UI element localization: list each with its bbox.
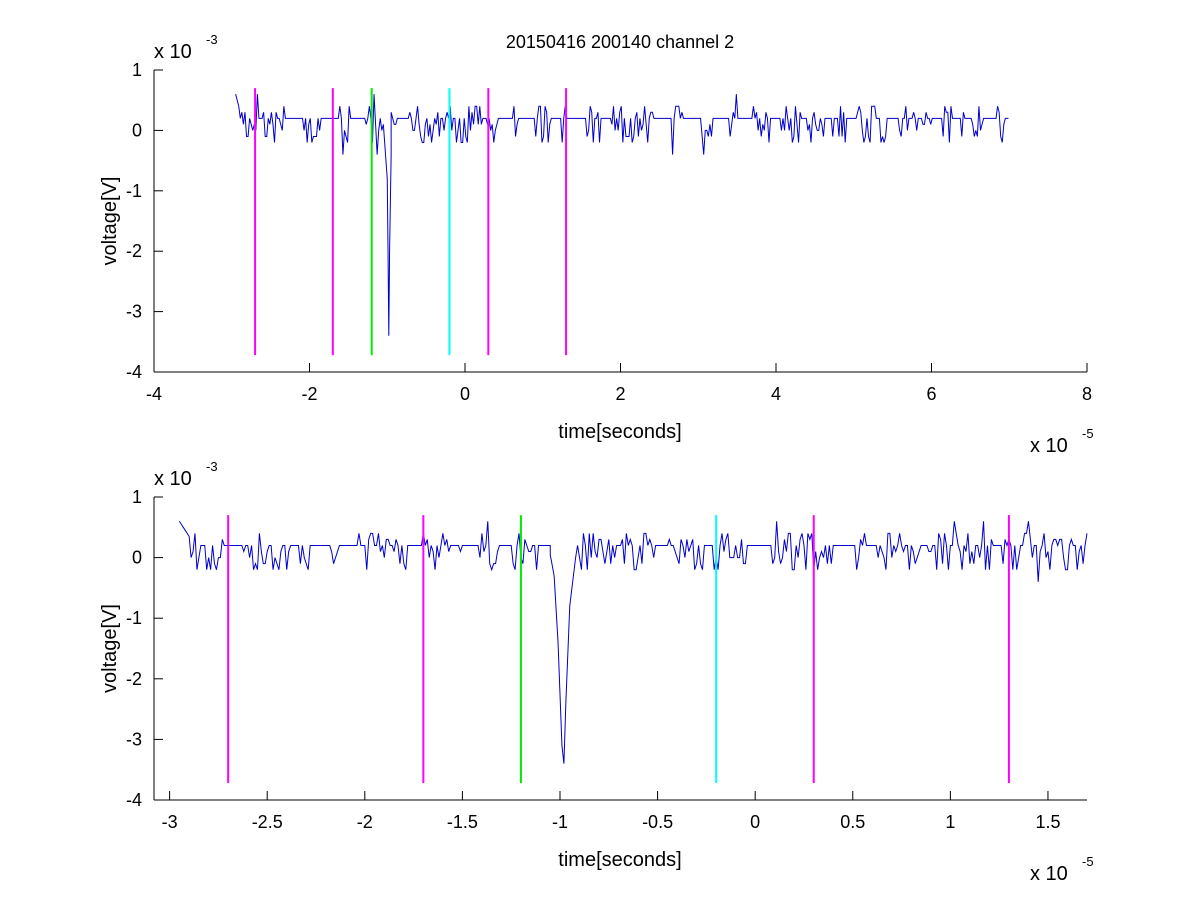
zoom-x-tick-label: -2 <box>357 812 373 832</box>
zoom-y-tick-label: 1 <box>132 487 142 507</box>
zoom-x-multiplier-exponent: -5 <box>1082 854 1094 869</box>
zoom-x-tick-label: -2.5 <box>252 812 283 832</box>
zoom-x-tick-label: -3 <box>162 812 178 832</box>
overview-y-tick-label: -4 <box>126 362 142 382</box>
zoom-x-tick-label: 0 <box>750 812 760 832</box>
overview-x-tick-label: 6 <box>926 384 936 404</box>
zoom-x-tick-label: 1 <box>945 812 955 832</box>
overview-signal-line <box>235 94 1009 336</box>
overview-y-tick-label: -1 <box>126 181 142 201</box>
zoom-y-tick-label: -2 <box>126 669 142 689</box>
zoom-x-tick-label: 0.5 <box>840 812 865 832</box>
zoom-y-tick-label: -4 <box>126 790 142 810</box>
overview-x-tick-label: -4 <box>146 384 162 404</box>
overview-x-multiplier: x 10 <box>1030 435 1068 457</box>
zoom-y-label: voltage[V] <box>99 604 121 693</box>
zoom-y-tick-label: 0 <box>132 548 142 568</box>
overview-y-tick-label: -3 <box>126 302 142 322</box>
overview-x-tick-label: 4 <box>771 384 781 404</box>
zoom-x-multiplier: x 10 <box>1030 863 1068 885</box>
overview-y-tick-label: -2 <box>126 241 142 261</box>
overview-x-tick-label: 2 <box>615 384 625 404</box>
figure-title: 20150416 200140 channel 2 <box>506 32 734 52</box>
zoom-signal-line <box>178 520 1088 764</box>
zoom-y-tick-label: -1 <box>126 608 142 628</box>
zoom-y-tick-label: -3 <box>126 729 142 749</box>
overview-y-tick-label: 0 <box>132 120 142 140</box>
zoom-x-label: time[seconds] <box>558 849 681 871</box>
zoom-x-tick-label: -1.5 <box>447 812 478 832</box>
zoom-x-tick-label: -0.5 <box>642 812 673 832</box>
zoom-axes: -3 -2.5 -2 -1.5 -1 -0.5 0 0.5 1 1.5 -4 -3 -2 -1 0 1 time… <box>99 459 1094 885</box>
zoom-x-tick-label: -1 <box>552 812 568 832</box>
overview-x-label: time[seconds] <box>558 421 681 443</box>
overview-y-multiplier: x 10 <box>154 41 192 63</box>
overview-x-tick-label: 0 <box>460 384 470 404</box>
overview-x-tick-label: -2 <box>301 384 317 404</box>
zoom-y-multiplier: x 10 <box>154 468 192 490</box>
overview-x-tick-label: 8 <box>1082 384 1092 404</box>
overview-y-tick-label: 1 <box>132 60 142 80</box>
overview-y-multiplier-exponent: -3 <box>206 32 218 47</box>
zoom-x-tick-label: 1.5 <box>1035 812 1060 832</box>
overview-axes: -4 -2 0 2 4 6 8 -4 -3 -2 -1 0 1 time[seconds] voltage[… <box>99 32 1094 457</box>
zoom-y-multiplier-exponent: -3 <box>206 459 218 474</box>
overview-x-multiplier-exponent: -5 <box>1082 426 1094 441</box>
overview-y-label: voltage[V] <box>99 177 121 266</box>
